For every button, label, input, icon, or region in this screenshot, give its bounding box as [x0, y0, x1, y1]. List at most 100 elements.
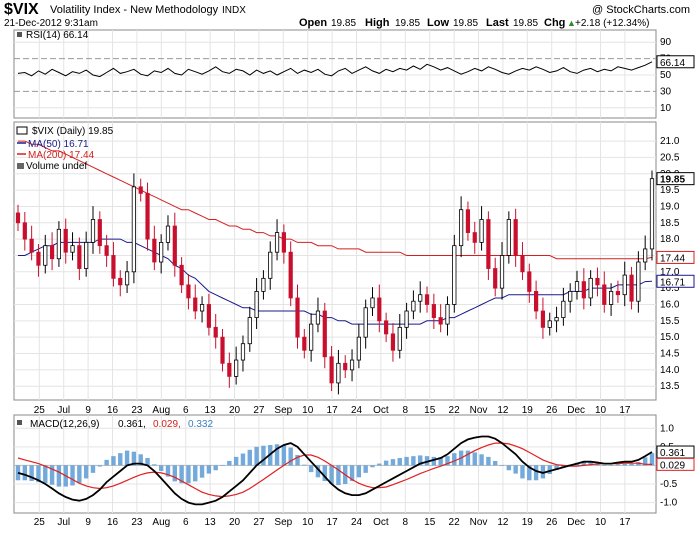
- candle-body: [111, 255, 116, 279]
- x-tick-label: 20: [229, 517, 241, 528]
- x-tick-label: 10: [302, 517, 314, 528]
- macd-histogram-bar: [138, 454, 143, 466]
- ma50-legend: MA(50) 16.71: [28, 139, 89, 150]
- macd-histogram-bar: [254, 446, 259, 466]
- grid-layer: [14, 30, 656, 513]
- candle-body: [506, 219, 511, 256]
- price-legend-swatch: [16, 126, 28, 135]
- last-value: 19.85: [513, 18, 538, 29]
- macd-histogram-bar: [547, 465, 552, 474]
- last-label: Last: [486, 17, 509, 29]
- macd-histogram-bar: [186, 465, 191, 484]
- x-tick-label: 22: [449, 517, 461, 528]
- x-tick-label: Aug: [152, 517, 170, 528]
- macd-histogram-bar: [274, 444, 280, 466]
- x-tick-label: 26: [546, 405, 558, 416]
- chg-value: +2.18 (+12.34%): [575, 18, 650, 29]
- price-tick-label: 18.0: [660, 234, 680, 245]
- x-tick-label: 10: [595, 405, 607, 416]
- candle-body: [63, 228, 68, 253]
- x-tick-label: 24: [351, 405, 363, 416]
- candle-body: [234, 359, 239, 377]
- ma200-value-tag: 17.44: [660, 253, 685, 264]
- macd-histogram-bar: [220, 465, 225, 466]
- x-tick-label: 16: [107, 517, 119, 528]
- candle-body: [172, 225, 177, 266]
- macd-histogram-bar: [397, 458, 402, 466]
- candle-body: [397, 326, 402, 351]
- candle-body: [90, 219, 96, 243]
- rsi-line: [17, 61, 653, 78]
- macd-histogram-bar: [499, 465, 505, 466]
- candle-body: [588, 277, 593, 299]
- candle-body: [281, 232, 286, 253]
- exchange: INDX: [222, 5, 246, 16]
- macd-histogram-bar: [322, 465, 327, 482]
- candle-body: [227, 362, 232, 377]
- price-tick-label: 13.5: [660, 381, 680, 392]
- macd-histogram-bar: [233, 456, 239, 466]
- macd-layer: [15, 435, 655, 506]
- ma200-legend: MA(200) 17.44: [28, 150, 95, 161]
- x-tick-label: 6: [183, 517, 189, 528]
- macd-histogram-bar: [104, 459, 109, 466]
- macd-histogram-bar: [36, 465, 41, 483]
- macd-histogram-bar: [615, 464, 621, 466]
- rsi-tick-label: 10: [660, 103, 672, 114]
- macd-histogram-bar: [445, 456, 450, 466]
- candle-body: [561, 300, 566, 318]
- candle-body: [520, 255, 525, 273]
- candle-body: [540, 310, 546, 328]
- price-tick-label: 16.0: [660, 299, 680, 310]
- open-value: 19.85: [331, 18, 356, 29]
- macd-histogram-bar: [227, 460, 232, 466]
- candle-body: [138, 186, 143, 194]
- candle-body: [199, 304, 205, 312]
- rsi-panel-frame: [13, 29, 657, 119]
- ma50-value-tag: 16.71: [660, 277, 685, 288]
- candle-body: [145, 192, 150, 240]
- x-tick-label: Nov: [470, 405, 488, 416]
- ma200-value-tag-box: [656, 250, 695, 264]
- candle-body: [131, 186, 136, 273]
- macd-histogram-bar: [247, 449, 252, 466]
- candle-body: [629, 274, 634, 302]
- ma50-value-tag-box: [656, 274, 695, 288]
- macd-histogram-bar: [77, 465, 82, 483]
- macd-histogram-bar: [411, 456, 416, 466]
- macd-histogram-bar: [533, 465, 539, 481]
- open-label: Open: [299, 17, 327, 29]
- macd-line: [17, 435, 653, 506]
- x-tick-label: 8: [403, 405, 409, 416]
- candle-body: [602, 284, 607, 305]
- candle-body: [124, 271, 130, 286]
- macd-histogram-bar: [608, 465, 614, 466]
- macd-histogram-bar: [561, 465, 566, 468]
- macd-histogram-bar: [179, 465, 184, 484]
- candle-body: [247, 317, 252, 345]
- rsi-legend-swatch: [17, 32, 22, 37]
- volume-legend: Volume undef: [26, 161, 87, 172]
- x-tick-label: 12: [497, 405, 509, 416]
- macd-histogram-bar: [588, 462, 593, 466]
- rsi-layer: [17, 61, 653, 78]
- macd-histogram-bar: [199, 465, 205, 478]
- macd-histogram-bar: [377, 463, 382, 466]
- candle-body: [261, 277, 266, 292]
- macd-histogram-bar: [165, 465, 171, 477]
- candle-body: [15, 212, 21, 224]
- last-price-tag: 19.85: [660, 175, 685, 186]
- candle-body: [479, 219, 484, 243]
- signal-value-tag: 0.029: [660, 460, 685, 471]
- macd-histogram-bar: [649, 453, 655, 466]
- price-layer: [15, 140, 655, 395]
- macd-histogram-bar: [506, 465, 512, 471]
- macd-histogram-bar: [145, 458, 150, 466]
- candle-body: [636, 261, 641, 302]
- candle-body: [431, 304, 436, 318]
- candle-body: [302, 336, 307, 351]
- candle-body: [615, 291, 621, 296]
- index-name: Volatility Index - New Methodology: [50, 4, 219, 16]
- macd-histogram-bar: [356, 465, 362, 478]
